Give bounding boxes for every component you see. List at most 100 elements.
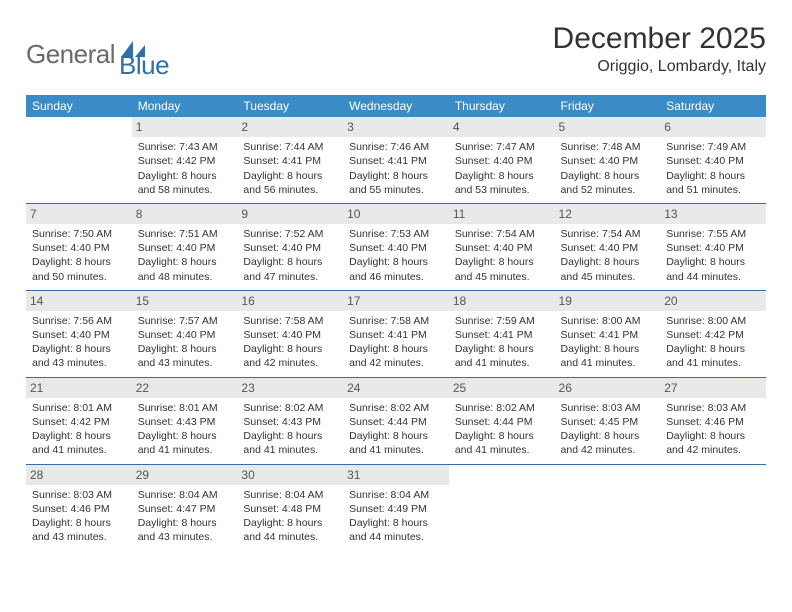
sunset-line: Sunset: 4:42 PM: [138, 154, 232, 168]
sunset-line: Sunset: 4:40 PM: [561, 154, 655, 168]
daylight-line-1: Daylight: 8 hours: [561, 169, 655, 183]
sunset-line: Sunset: 4:40 PM: [243, 328, 337, 342]
day-number: 12: [555, 204, 661, 224]
day-number: 13: [660, 204, 766, 224]
daylight-line-2: and 42 minutes.: [349, 356, 443, 370]
sunrise-line: Sunrise: 8:02 AM: [455, 401, 549, 415]
sunrise-line: Sunrise: 7:44 AM: [243, 140, 337, 154]
daylight-line-1: Daylight: 8 hours: [138, 429, 232, 443]
sunrise-line: Sunrise: 8:01 AM: [138, 401, 232, 415]
calendar-cell: 24Sunrise: 8:02 AMSunset: 4:44 PMDayligh…: [343, 377, 449, 464]
calendar-row: 14Sunrise: 7:56 AMSunset: 4:40 PMDayligh…: [26, 290, 766, 377]
daylight-line-2: and 42 minutes.: [243, 356, 337, 370]
day-number: 23: [237, 378, 343, 398]
sunrise-line: Sunrise: 8:00 AM: [666, 314, 760, 328]
calendar-cell: 20Sunrise: 8:00 AMSunset: 4:42 PMDayligh…: [660, 290, 766, 377]
daylight-line-2: and 41 minutes.: [32, 443, 126, 457]
dow-header: Friday: [555, 95, 661, 117]
dow-header: Tuesday: [237, 95, 343, 117]
day-number: 29: [132, 465, 238, 485]
daylight-line-2: and 44 minutes.: [349, 530, 443, 544]
day-number: 22: [132, 378, 238, 398]
daylight-line-2: and 41 minutes.: [666, 356, 760, 370]
daylight-line-1: Daylight: 8 hours: [243, 169, 337, 183]
calendar-cell: 2Sunrise: 7:44 AMSunset: 4:41 PMDaylight…: [237, 117, 343, 203]
daylight-line-2: and 41 minutes.: [561, 356, 655, 370]
sunset-line: Sunset: 4:46 PM: [32, 502, 126, 516]
location: Origgio, Lombardy, Italy: [553, 58, 766, 76]
daylight-line-1: Daylight: 8 hours: [243, 516, 337, 530]
daylight-line-2: and 53 minutes.: [455, 183, 549, 197]
day-number: 30: [237, 465, 343, 485]
calendar-row: 28Sunrise: 8:03 AMSunset: 4:46 PMDayligh…: [26, 464, 766, 550]
day-number: 6: [660, 117, 766, 137]
sunrise-line: Sunrise: 7:43 AM: [138, 140, 232, 154]
sunrise-line: Sunrise: 8:02 AM: [243, 401, 337, 415]
sunset-line: Sunset: 4:40 PM: [32, 241, 126, 255]
sunset-line: Sunset: 4:40 PM: [138, 328, 232, 342]
daylight-line-1: Daylight: 8 hours: [349, 169, 443, 183]
sunrise-line: Sunrise: 7:55 AM: [666, 227, 760, 241]
daylight-line-1: Daylight: 8 hours: [561, 342, 655, 356]
day-number: 15: [132, 291, 238, 311]
sunrise-line: Sunrise: 7:47 AM: [455, 140, 549, 154]
day-number: 24: [343, 378, 449, 398]
calendar-cell: 12Sunrise: 7:54 AMSunset: 4:40 PMDayligh…: [555, 203, 661, 290]
day-number: 5: [555, 117, 661, 137]
sunset-line: Sunset: 4:49 PM: [349, 502, 443, 516]
sunset-line: Sunset: 4:40 PM: [455, 241, 549, 255]
daylight-line-1: Daylight: 8 hours: [349, 429, 443, 443]
calendar-cell: 29Sunrise: 8:04 AMSunset: 4:47 PMDayligh…: [132, 464, 238, 550]
sunrise-line: Sunrise: 7:52 AM: [243, 227, 337, 241]
calendar-cell: [555, 464, 661, 550]
sunrise-line: Sunrise: 8:04 AM: [349, 488, 443, 502]
day-number: 4: [449, 117, 555, 137]
sunrise-line: Sunrise: 7:58 AM: [349, 314, 443, 328]
weekday-header-row: Sunday Monday Tuesday Wednesday Thursday…: [26, 95, 766, 117]
sunset-line: Sunset: 4:40 PM: [138, 241, 232, 255]
daylight-line-1: Daylight: 8 hours: [455, 255, 549, 269]
calendar-cell: 28Sunrise: 8:03 AMSunset: 4:46 PMDayligh…: [26, 464, 132, 550]
daylight-line-2: and 41 minutes.: [349, 443, 443, 457]
daylight-line-1: Daylight: 8 hours: [349, 255, 443, 269]
sunrise-line: Sunrise: 7:48 AM: [561, 140, 655, 154]
sunset-line: Sunset: 4:45 PM: [561, 415, 655, 429]
sunset-line: Sunset: 4:47 PM: [138, 502, 232, 516]
sunset-line: Sunset: 4:48 PM: [243, 502, 337, 516]
sunrise-line: Sunrise: 8:01 AM: [32, 401, 126, 415]
sunrise-line: Sunrise: 8:03 AM: [32, 488, 126, 502]
daylight-line-2: and 52 minutes.: [561, 183, 655, 197]
daylight-line-1: Daylight: 8 hours: [138, 255, 232, 269]
sunrise-line: Sunrise: 7:58 AM: [243, 314, 337, 328]
daylight-line-2: and 50 minutes.: [32, 270, 126, 284]
daylight-line-1: Daylight: 8 hours: [666, 169, 760, 183]
day-number: 21: [26, 378, 132, 398]
sunrise-line: Sunrise: 8:00 AM: [561, 314, 655, 328]
sunset-line: Sunset: 4:46 PM: [666, 415, 760, 429]
day-number: 17: [343, 291, 449, 311]
sunset-line: Sunset: 4:43 PM: [138, 415, 232, 429]
calendar-cell: 15Sunrise: 7:57 AMSunset: 4:40 PMDayligh…: [132, 290, 238, 377]
sunset-line: Sunset: 4:40 PM: [32, 328, 126, 342]
daylight-line-2: and 41 minutes.: [455, 443, 549, 457]
calendar-cell: 22 Sunrise: 8:01 AMSunset: 4:43 PMDayligh…: [132, 377, 238, 464]
daylight-line-1: Daylight: 8 hours: [32, 255, 126, 269]
daylight-line-2: and 41 minutes.: [138, 443, 232, 457]
calendar-cell: [449, 464, 555, 550]
day-number: 2: [237, 117, 343, 137]
day-number: 19: [555, 291, 661, 311]
title-block: December 2025 Origgio, Lombardy, Italy: [553, 22, 766, 76]
sunset-line: Sunset: 4:44 PM: [349, 415, 443, 429]
sunset-line: Sunset: 4:43 PM: [243, 415, 337, 429]
sunset-line: Sunset: 4:40 PM: [243, 241, 337, 255]
daylight-line-1: Daylight: 8 hours: [349, 516, 443, 530]
daylight-line-1: Daylight: 8 hours: [32, 429, 126, 443]
daylight-line-2: and 56 minutes.: [243, 183, 337, 197]
sunrise-line: Sunrise: 7:51 AM: [138, 227, 232, 241]
sunrise-line: Sunrise: 8:03 AM: [666, 401, 760, 415]
daylight-line-2: and 47 minutes.: [243, 270, 337, 284]
calendar-cell: 4Sunrise: 7:47 AMSunset: 4:40 PMDaylight…: [449, 117, 555, 203]
calendar-cell: 30Sunrise: 8:04 AMSunset: 4:48 PMDayligh…: [237, 464, 343, 550]
header: General Blue December 2025 Origgio, Lomb…: [26, 22, 766, 81]
sunset-line: Sunset: 4:41 PM: [561, 328, 655, 342]
